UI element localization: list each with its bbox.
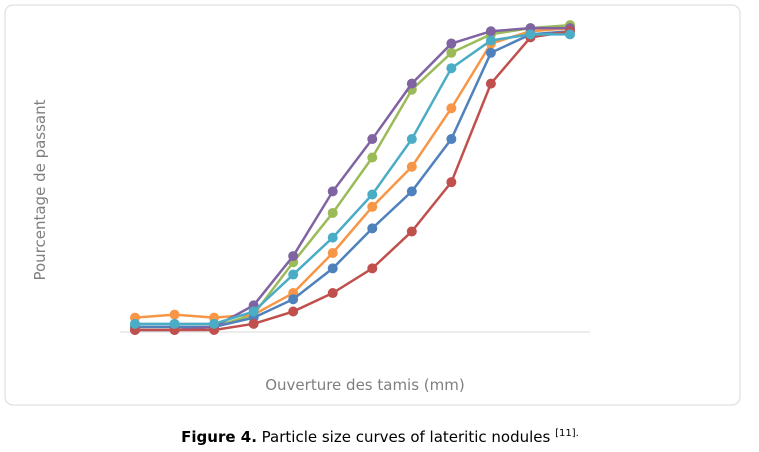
series-line	[135, 30, 571, 332]
point	[565, 29, 575, 40]
point	[485, 26, 496, 37]
caption-label: Figure 4.	[181, 428, 257, 446]
y-axis-title: Pourcentage de passant	[31, 99, 49, 280]
point	[406, 186, 417, 197]
point	[446, 47, 457, 58]
point	[327, 232, 338, 243]
point	[209, 318, 220, 329]
caption: Figure 4. Particle size curves of lateri…	[181, 428, 579, 446]
point	[367, 189, 378, 200]
point	[485, 78, 496, 89]
point	[367, 223, 378, 234]
point	[406, 161, 417, 172]
point	[288, 294, 299, 305]
point	[406, 134, 417, 145]
point	[406, 226, 417, 237]
point	[367, 134, 378, 145]
series-line	[135, 26, 570, 332]
point	[169, 318, 180, 329]
point	[327, 248, 338, 258]
point	[446, 177, 457, 188]
point	[327, 186, 338, 197]
point	[327, 288, 338, 299]
point	[367, 263, 378, 274]
point	[446, 134, 457, 145]
series-line	[135, 33, 570, 326]
point	[248, 306, 259, 317]
point	[485, 47, 496, 58]
series-line	[134, 26, 571, 319]
point	[248, 318, 259, 329]
point	[446, 38, 457, 49]
caption-ref: [11].	[555, 428, 579, 439]
point	[525, 29, 536, 40]
caption-text: Particle size curves of lateritic nodule…	[262, 428, 551, 446]
x-axis-title: Ouverture des tamis (mm)	[265, 376, 465, 394]
point	[288, 269, 299, 280]
point	[485, 35, 496, 46]
point	[406, 78, 417, 89]
point	[327, 207, 338, 218]
point	[130, 318, 140, 329]
point	[327, 263, 338, 274]
point	[446, 63, 457, 74]
point	[288, 306, 299, 317]
point	[169, 309, 180, 320]
point	[446, 103, 457, 114]
point	[367, 201, 378, 212]
point	[367, 152, 378, 163]
point	[288, 251, 299, 262]
